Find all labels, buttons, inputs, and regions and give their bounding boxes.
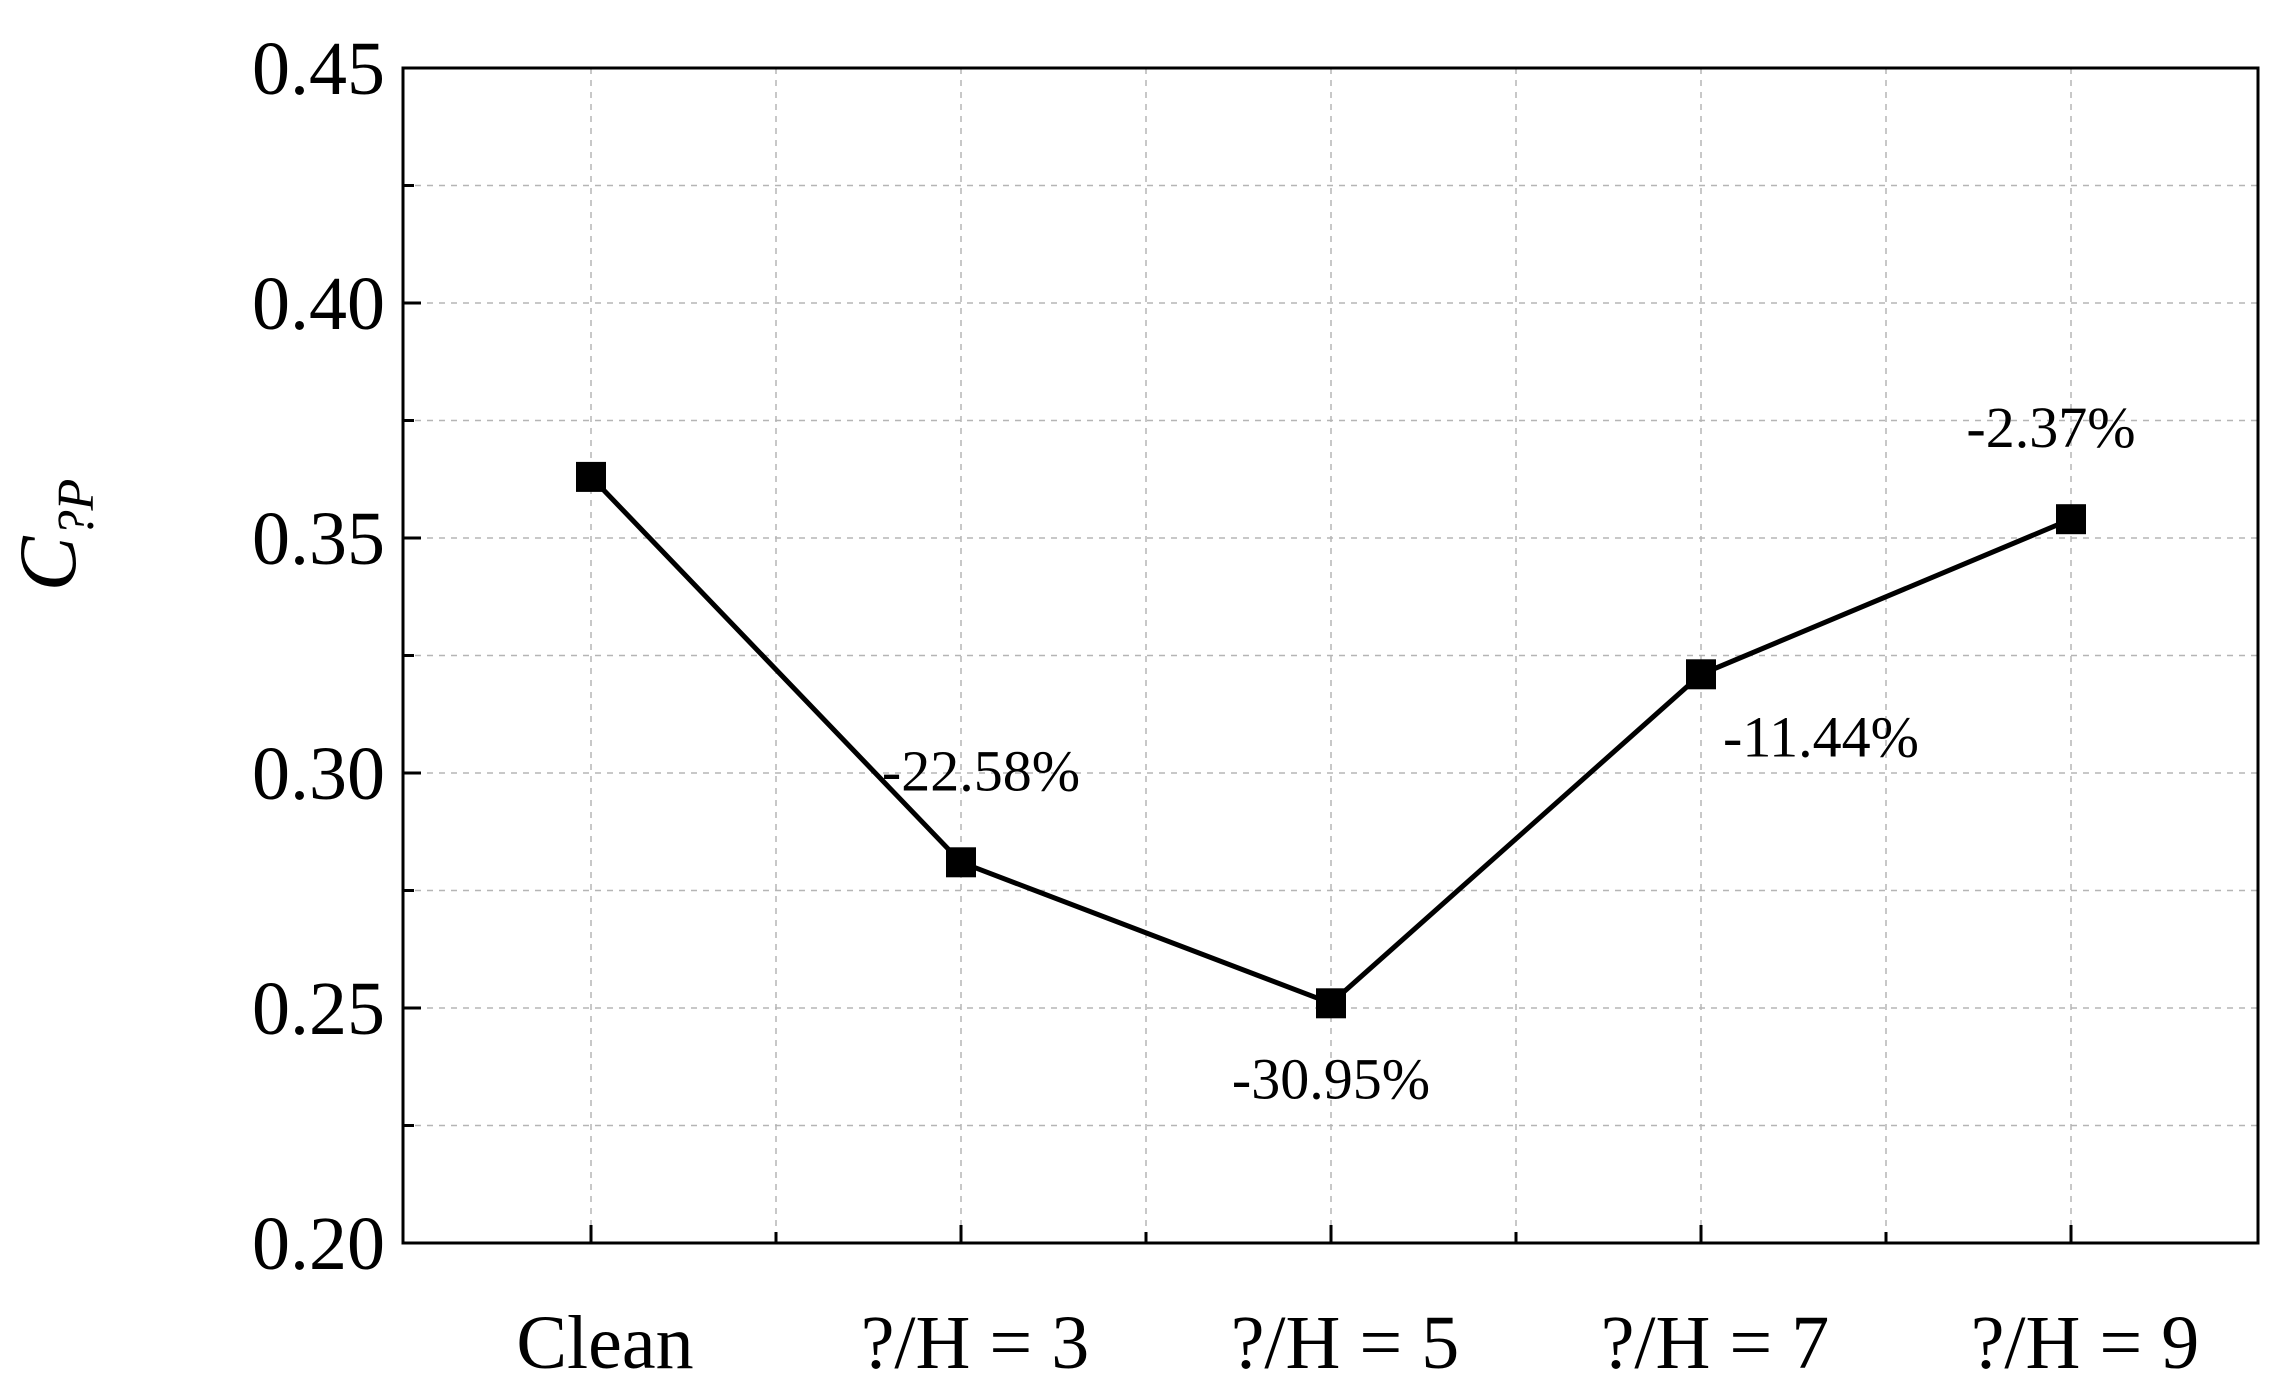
y-tick-label: 0.45 <box>252 27 385 111</box>
x-tick-label: ?/H = 9 <box>1971 1301 2200 1385</box>
y-tick-label: 0.40 <box>252 262 385 346</box>
y-tick-label: 0.25 <box>252 967 385 1051</box>
data-point <box>946 847 976 878</box>
y-axis: 0.20 0.25 0.30 0.35 0.40 0.45 <box>252 27 421 1286</box>
data-point <box>576 461 606 492</box>
y-axis-title-main: C <box>2 535 93 591</box>
series-line <box>576 461 2086 1019</box>
data-point <box>1316 988 1346 1019</box>
y-tick-label: 0.30 <box>252 732 385 816</box>
x-tick-label: ?/H = 3 <box>861 1301 1090 1385</box>
y-tick-label: 0.20 <box>252 1202 385 1286</box>
annotation-label: -11.44% <box>1723 704 1919 769</box>
y-axis-title: C?P <box>2 479 105 591</box>
annotations: -22.58% -30.95% -11.44% -2.37% <box>882 395 2136 1111</box>
grid <box>403 68 2258 1243</box>
y-axis-title-sub: ?P <box>48 479 105 537</box>
x-tick-label: ?/H = 7 <box>1601 1301 1830 1385</box>
data-point <box>1686 659 1716 690</box>
y-tick-label: 0.35 <box>252 497 385 581</box>
x-tick-label: ?/H = 5 <box>1231 1301 1460 1385</box>
annotation-label: -2.37% <box>1966 395 2135 460</box>
annotation-label: -30.95% <box>1232 1046 1430 1111</box>
data-point <box>2056 504 2086 535</box>
x-tick-label: Clean <box>516 1301 693 1385</box>
x-axis: Clean ?/H = 3 ?/H = 5 ?/H = 7 ?/H = 9 <box>516 1225 2199 1385</box>
annotation-label: -22.58% <box>882 738 1080 803</box>
